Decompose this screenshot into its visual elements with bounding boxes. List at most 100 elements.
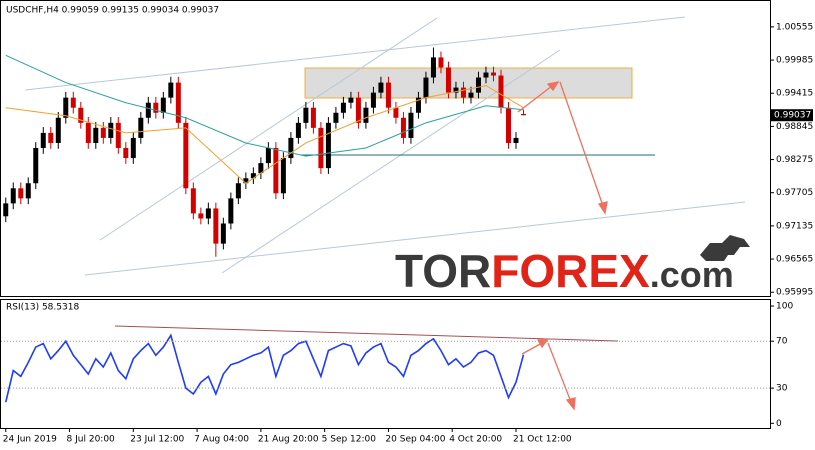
candle-body <box>243 178 249 184</box>
watermark: TORFOREX.com <box>395 245 734 297</box>
arrow-head <box>536 338 550 349</box>
candle-body <box>445 67 451 93</box>
watermark-part: FOREX <box>491 245 650 297</box>
chart-title: USDCHF,H4 0.99059 0.99135 0.99034 0.9903… <box>6 6 219 16</box>
candle-body <box>325 122 331 169</box>
candle-body <box>505 107 511 143</box>
candle-body <box>250 173 256 179</box>
candle-body <box>183 122 189 189</box>
candle-body <box>258 163 264 174</box>
forecast-arrows <box>517 81 608 411</box>
candle-body <box>160 97 166 113</box>
candle-body <box>280 158 286 194</box>
candle-body <box>40 132 46 148</box>
current-price-label: 0.99037 <box>774 111 811 121</box>
bull-logo <box>700 235 750 261</box>
candle-body <box>378 82 384 93</box>
candle-body <box>93 127 99 143</box>
candle-body <box>288 137 294 159</box>
trend-line <box>221 49 561 274</box>
candle-body <box>100 127 106 138</box>
candle-body <box>205 208 211 219</box>
x-tick-label: 8 Jul 20:00 <box>67 435 116 445</box>
arrow <box>547 342 572 403</box>
candle-body <box>483 72 489 78</box>
candle-body <box>453 87 459 93</box>
y-tick-label: 0.97135 <box>776 221 813 231</box>
moving-average <box>5 85 524 184</box>
candle-body <box>18 188 24 199</box>
main-frame <box>0 0 771 297</box>
trend-line <box>24 16 686 91</box>
rsi-title: RSI(13) 58.5318 <box>6 303 79 313</box>
candle-body <box>85 122 91 143</box>
candle-body <box>55 117 61 143</box>
candle-body <box>348 97 354 103</box>
x-tick-label: 23 Jul 12:00 <box>130 435 184 445</box>
arrow-head <box>565 397 576 411</box>
watermark-part: TOR <box>395 245 491 297</box>
candle-body <box>63 97 69 118</box>
arrow <box>559 81 604 207</box>
candle-body <box>415 97 421 113</box>
candle-body <box>400 117 406 138</box>
trend-line <box>84 201 746 276</box>
y-tick-label: 0.96565 <box>776 255 813 265</box>
arrow <box>521 342 543 355</box>
arrow-head <box>597 201 608 215</box>
y-tick-label: 0.99985 <box>776 56 813 66</box>
price-label-box <box>771 109 813 122</box>
y-tick-label: 70 <box>776 337 788 347</box>
candle-body <box>228 198 234 224</box>
candle-body <box>168 82 174 98</box>
candle-body <box>108 122 114 138</box>
candle-body <box>198 213 204 219</box>
candle-body <box>3 203 9 217</box>
x-tick-label: 20 Sep 04:00 <box>385 435 445 445</box>
candle-body <box>340 102 346 113</box>
y-tick-label: 0.97705 <box>776 188 813 198</box>
candle-body <box>430 57 436 78</box>
rsi-frame <box>0 299 771 429</box>
candle-body <box>70 97 76 108</box>
candle-body <box>520 113 526 116</box>
candle-body <box>423 77 429 98</box>
candle-body <box>130 137 136 159</box>
candle-body <box>438 57 444 68</box>
candle-body <box>138 117 144 138</box>
candle-body <box>393 107 399 118</box>
y-tick-label: 0.98845 <box>776 122 813 132</box>
candle-body <box>295 122 301 138</box>
candle-body <box>498 75 504 108</box>
candle-body <box>78 107 84 123</box>
arrow-head <box>546 81 560 92</box>
marks <box>3 47 526 403</box>
candle-body <box>318 127 324 169</box>
candle-body <box>33 147 39 184</box>
candle-body <box>145 102 151 118</box>
candle-body <box>513 137 519 143</box>
candle-body <box>460 87 466 98</box>
candle-body <box>490 72 496 76</box>
y-tick-label: 0 <box>776 419 782 429</box>
candle-body <box>475 77 481 93</box>
candle-body <box>303 107 309 123</box>
x-tick-label: 7 Aug 04:00 <box>194 435 249 445</box>
x-tick-label: 21 Oct 12:00 <box>513 435 572 445</box>
candle-body <box>123 147 129 159</box>
candle-body <box>333 112 339 123</box>
candle-body <box>213 208 219 244</box>
candle-body <box>190 188 196 214</box>
candle-body <box>408 112 414 138</box>
y-tick-label: 30 <box>776 384 788 394</box>
trend-line <box>99 17 438 241</box>
x-tick-label: 4 Oct 20:00 <box>449 435 502 445</box>
rsi-trend-line <box>114 325 619 342</box>
candle-body <box>273 147 279 194</box>
candle-body <box>10 188 16 204</box>
candle-body <box>363 107 369 123</box>
candle-body <box>310 107 316 128</box>
x-tick-label: 5 Sep 12:00 <box>322 435 377 445</box>
arrow <box>517 85 553 113</box>
